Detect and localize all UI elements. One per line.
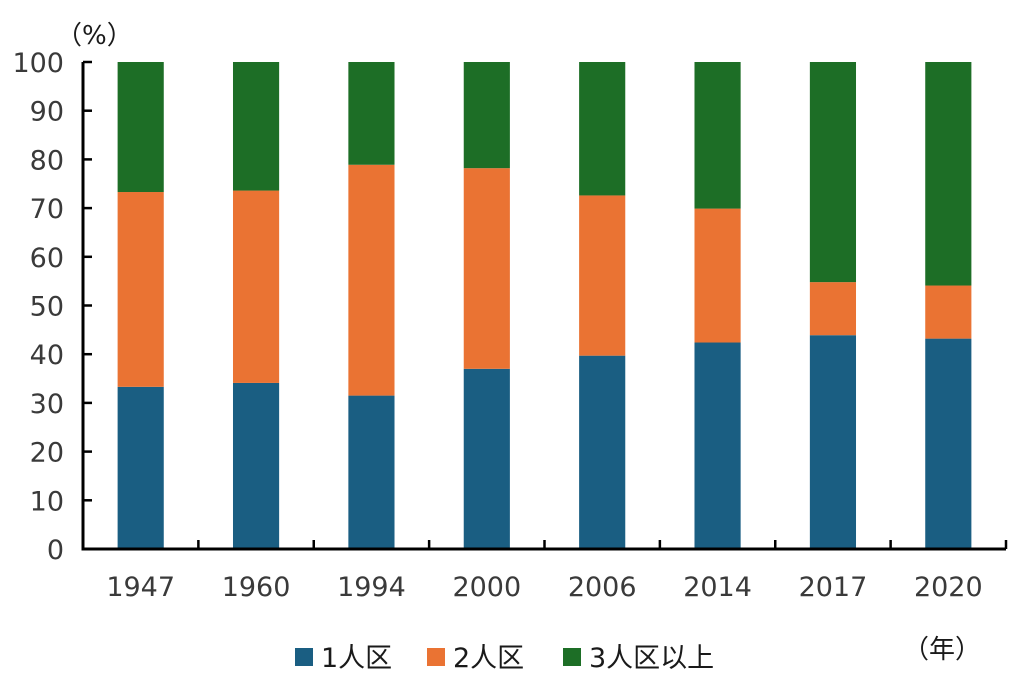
- bar-2014-series-2: [694, 208, 741, 343]
- bar-1947-series-3: [117, 62, 164, 193]
- x-tick-label-2020: 2020: [914, 572, 983, 603]
- y-tick-label-80: 80: [30, 145, 64, 176]
- legend-label-3: 3人区以上: [589, 643, 714, 674]
- bar-2020-series-3: [925, 62, 972, 286]
- y-tick-label-90: 90: [30, 97, 64, 128]
- bar-2000-series-3: [463, 62, 510, 169]
- bar-1994-series-1: [348, 395, 395, 549]
- x-tick-label-1947: 1947: [106, 572, 175, 603]
- bar-2000-series-1: [463, 368, 510, 549]
- x-axis-unit-label: （年）: [903, 635, 981, 665]
- bar-2014-series-3: [694, 62, 741, 209]
- x-tick-label-2014: 2014: [683, 572, 752, 603]
- y-tick-label-30: 30: [30, 389, 64, 420]
- x-tick-label-2017: 2017: [799, 572, 868, 603]
- legend-swatch-1: [295, 648, 313, 666]
- bar-1960-series-3: [232, 62, 280, 191]
- x-tick-label-2000: 2000: [452, 572, 521, 603]
- axes-group: [81, 60, 1008, 551]
- bar-2020-series-2: [925, 285, 972, 339]
- bar-2014-series-1: [694, 342, 741, 549]
- bar-1960-series-1: [232, 382, 280, 549]
- y-tick-label-50: 50: [30, 292, 64, 323]
- bar-2000-series-2: [463, 168, 510, 369]
- x-tick-labels: 1947 1960 1994 2000 2006 2014 2017 2020: [106, 572, 982, 603]
- bar-2017-series-1: [809, 335, 857, 549]
- legend-swatch-3: [563, 648, 581, 666]
- y-tick-label-0: 0: [47, 535, 64, 566]
- bar-1994-series-3: [348, 62, 395, 165]
- y-tick-label-40: 40: [30, 340, 64, 371]
- bars-group: [117, 62, 972, 549]
- y-axis-unit-label: （%）: [56, 21, 133, 51]
- legend-label-2: 2人区: [453, 643, 524, 674]
- bar-2017-series-2: [809, 282, 857, 336]
- bar-1947-series-1: [117, 386, 164, 549]
- x-tick-label-2006: 2006: [568, 572, 637, 603]
- y-tick-label-20: 20: [30, 438, 64, 469]
- bar-2006-series-1: [579, 355, 626, 549]
- x-tick-label-1960: 1960: [222, 572, 291, 603]
- bar-2020-series-1: [925, 338, 972, 549]
- bar-1960-series-2: [232, 190, 280, 383]
- legend: 1人区 2人区 3人区以上: [295, 643, 714, 674]
- bar-2006-series-2: [579, 195, 626, 356]
- legend-swatch-2: [427, 648, 445, 666]
- y-tick-labels: 0 10 20 30 40 50 60 70 80 90 100: [12, 48, 64, 566]
- bar-2006-series-3: [579, 62, 626, 196]
- x-tick-label-1994: 1994: [337, 572, 406, 603]
- bar-1994-series-2: [348, 164, 395, 396]
- legend-label-1: 1人区: [321, 643, 392, 674]
- bar-2017-series-3: [809, 62, 857, 283]
- y-tick-label-10: 10: [30, 486, 64, 517]
- y-tick-label-100: 100: [12, 48, 64, 79]
- y-tick-label-70: 70: [30, 194, 64, 225]
- y-tick-label-60: 60: [30, 243, 64, 274]
- bar-1947-series-2: [117, 192, 164, 387]
